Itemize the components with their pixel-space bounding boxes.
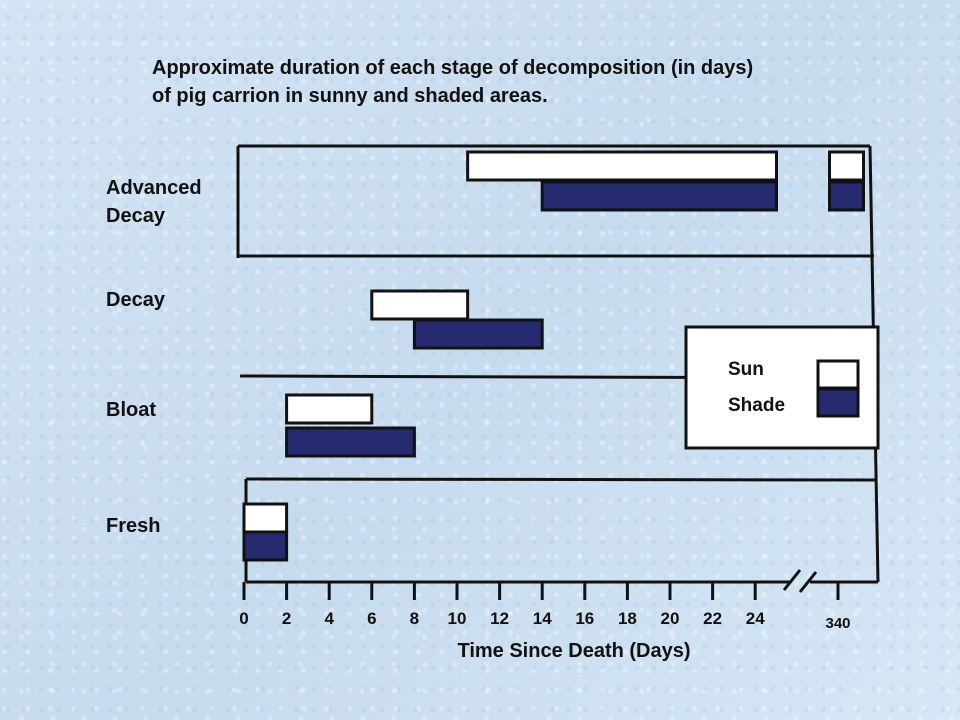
x-axis-ticks: 0 2 4 6 8 10 12 14 16 18 20 22 24 340 (239, 582, 851, 632)
legend-label-sun: Sun (728, 359, 764, 380)
stage-label-advanced-line-2: Decay (106, 205, 165, 227)
shade-bar-decay (412, 318, 544, 350)
shade-bar-fresh (242, 530, 289, 562)
shade-bar-bloat (285, 426, 416, 458)
shade-bar-advanced-decay (828, 180, 865, 212)
x-tick-label-20: 20 (661, 609, 680, 628)
x-tick-label-4: 4 (324, 609, 334, 628)
axis-break-mark-2 (798, 571, 818, 593)
legend-label-shade: Shade (728, 395, 785, 416)
axis-break-mark-1 (782, 569, 802, 591)
x-tick-label-18: 18 (618, 609, 637, 628)
sun-bar-advanced-decay (466, 150, 778, 182)
x-tick-label-16: 16 (575, 609, 594, 628)
sun-bar-bloat (285, 393, 374, 425)
stage-label-advanced-line-1: Advanced (106, 177, 202, 199)
x-tick-label-8: 8 (410, 609, 419, 628)
x-tick-label-24: 24 (746, 609, 765, 628)
legend-swatch-shade (816, 387, 860, 418)
x-tick-label-340: 340 (825, 615, 850, 632)
chart-title-line-1: Approximate duration of each stage of de… (152, 57, 754, 79)
stage-label-bloat: Bloat (106, 399, 156, 421)
sun-bar-fresh (242, 502, 289, 534)
sun-bar-decay (370, 289, 470, 321)
x-tick-label-10: 10 (448, 609, 467, 628)
x-tick-label-12: 12 (490, 609, 509, 628)
stage-label-advanced-decay: Advanced Decay (106, 174, 202, 230)
chart-legend: Sun Shade (684, 325, 880, 450)
row-divider-3 (245, 477, 878, 482)
legend-swatch-sun (816, 359, 860, 390)
stage-label-fresh: Fresh (106, 515, 161, 537)
x-tick-label-6: 6 (367, 609, 376, 628)
chart-title-line-2: of pig carrion in sunny and shaded areas… (152, 85, 548, 107)
x-tick-label-2: 2 (282, 609, 291, 628)
shade-bar-advanced-decay (540, 180, 779, 212)
x-tick-label-0: 0 (239, 609, 248, 628)
chart-title: Approximate duration of each stage of de… (152, 54, 912, 110)
chart-bars (242, 150, 865, 562)
stage-label-decay: Decay (106, 289, 165, 311)
x-tick-label-22: 22 (703, 609, 722, 628)
x-axis-label: Time Since Death (Days) (457, 640, 691, 662)
sun-bar-advanced-decay (828, 150, 865, 182)
x-tick-label-14: 14 (533, 609, 552, 628)
